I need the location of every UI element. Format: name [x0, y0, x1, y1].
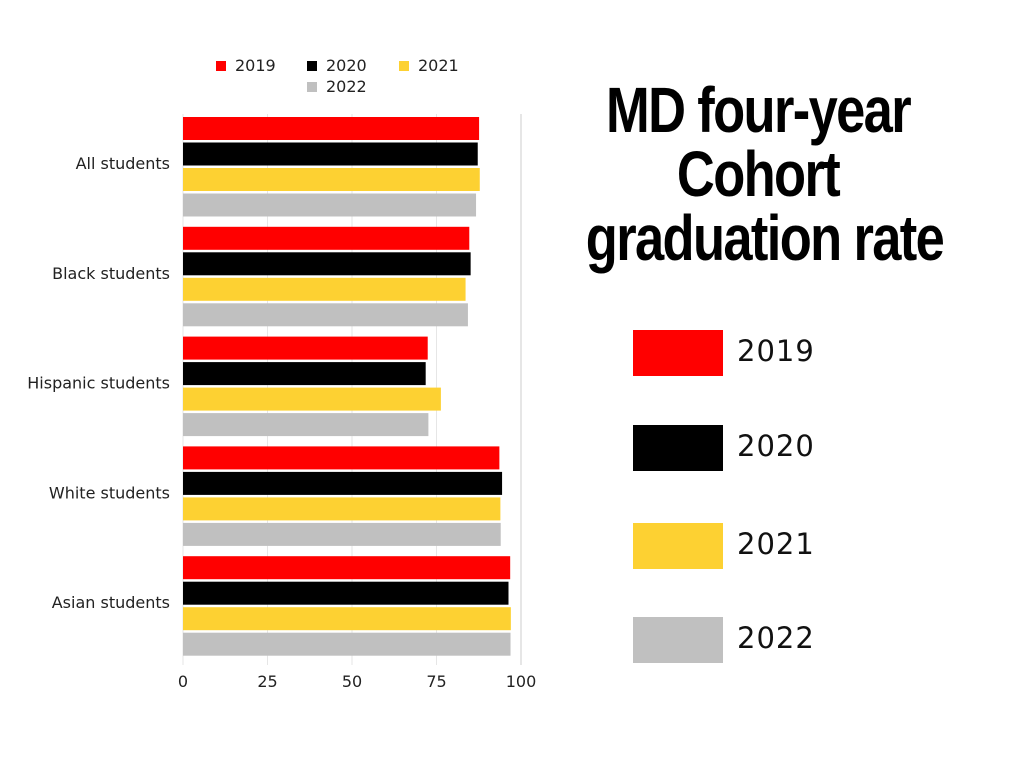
category-label: White students: [49, 483, 170, 502]
legend-label: 2019: [235, 56, 276, 75]
bar: [183, 336, 428, 360]
bar: [183, 581, 509, 605]
large-legend-label: 2022: [737, 621, 815, 655]
legend-swatch: [216, 61, 226, 71]
bar: [183, 117, 480, 140]
bar: [183, 413, 429, 437]
legend-label: 2022: [326, 77, 367, 96]
x-tick-label: 25: [257, 672, 277, 691]
bar: [183, 522, 501, 546]
bar: [183, 193, 477, 217]
large-legend-item-2021: 2021: [633, 523, 833, 571]
large-legend-swatch: [633, 523, 723, 569]
bar: [183, 632, 511, 656]
legend-label: 2020: [326, 56, 367, 75]
bar: [183, 556, 511, 580]
bar: [183, 446, 500, 470]
large-legend-swatch: [633, 617, 723, 663]
bar: [183, 252, 471, 276]
bar: [183, 277, 466, 301]
legend-swatch: [307, 61, 317, 71]
bar: [183, 142, 478, 166]
title-line-3: graduation rate: [585, 202, 945, 274]
large-legend-label: 2020: [737, 429, 815, 463]
bar: [183, 497, 501, 521]
category-label: All students: [76, 154, 170, 173]
large-legend-item-2022: 2022: [633, 617, 833, 665]
chart-title: MD four-year Cohort graduation rate: [585, 74, 945, 274]
title-line-2: Cohort: [676, 138, 841, 210]
title-line-1: MD four-year: [606, 74, 912, 146]
large-legend-item-2020: 2020: [633, 425, 833, 473]
legend-label: 2021: [418, 56, 459, 75]
large-legend-swatch: [633, 330, 723, 376]
bar: [183, 387, 441, 411]
bar: [183, 226, 470, 250]
x-tick-label: 0: [178, 672, 188, 691]
bar: [183, 362, 426, 386]
category-label: Asian students: [52, 593, 170, 612]
large-legend-label: 2021: [737, 527, 815, 561]
x-tick-label: 100: [506, 672, 537, 691]
bar-chart: All students Black students Hispanic stude…: [27, 56, 537, 691]
bar: [183, 471, 503, 495]
bar: [183, 303, 468, 327]
x-tick-label: 75: [426, 672, 446, 691]
large-legend-item-2019: 2019: [633, 330, 833, 378]
large-legend-label: 2019: [737, 334, 815, 368]
bar: [183, 168, 480, 191]
large-legend-swatch: [633, 425, 723, 471]
legend-swatch: [399, 61, 409, 71]
x-tick-label: 50: [342, 672, 362, 691]
category-label: Black students: [52, 264, 170, 283]
legend-swatch: [307, 82, 317, 92]
category-label: Hispanic students: [27, 374, 170, 393]
bar: [183, 607, 511, 631]
